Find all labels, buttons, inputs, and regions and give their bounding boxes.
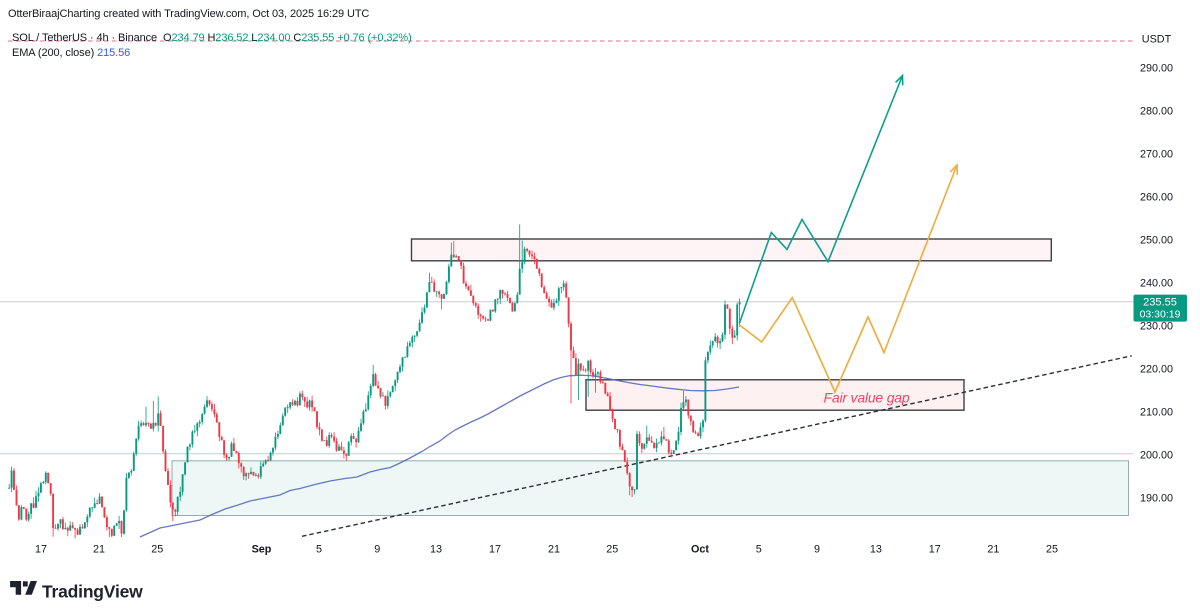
svg-text:5: 5 (316, 544, 322, 556)
svg-text:17: 17 (489, 544, 501, 556)
svg-text:EMA (200, close) 215.56: EMA (200, close) 215.56 (12, 47, 130, 59)
svg-text:03:30:19: 03:30:19 (1140, 309, 1181, 321)
svg-text:USDT: USDT (1142, 34, 1172, 46)
svg-text:290.00: 290.00 (1140, 63, 1173, 75)
svg-text:5: 5 (756, 544, 762, 556)
svg-text:21: 21 (987, 544, 999, 556)
svg-text:280.00: 280.00 (1140, 106, 1173, 118)
svg-text:OtterBiraajCharting created wi: OtterBiraajCharting created with Trading… (8, 8, 369, 20)
svg-text:TradingView: TradingView (42, 582, 143, 602)
svg-text:260.00: 260.00 (1140, 192, 1173, 204)
svg-text:17: 17 (35, 544, 47, 556)
svg-text:230.00: 230.00 (1140, 321, 1173, 333)
svg-text:13: 13 (870, 544, 882, 556)
svg-text:9: 9 (814, 544, 820, 556)
svg-text:25: 25 (151, 544, 163, 556)
svg-text:250.00: 250.00 (1140, 235, 1173, 247)
svg-text:25: 25 (606, 544, 618, 556)
svg-text:210.00: 210.00 (1140, 407, 1173, 419)
svg-text:240.00: 240.00 (1140, 278, 1173, 290)
svg-text:235.55: 235.55 (1143, 297, 1177, 309)
svg-text:SOL / TetherUS · 4h · Binance: SOL / TetherUS · 4h · Binance O234.79 H2… (12, 32, 412, 44)
svg-text:Oct: Oct (691, 544, 709, 556)
svg-text:Fair value gap: Fair value gap (824, 390, 910, 406)
svg-text:21: 21 (93, 544, 105, 556)
svg-text:21: 21 (548, 544, 560, 556)
svg-text:17: 17 (929, 544, 941, 556)
svg-text:Sep: Sep (252, 544, 272, 556)
svg-text:190.00: 190.00 (1140, 493, 1173, 505)
svg-text:270.00: 270.00 (1140, 149, 1173, 161)
svg-text:13: 13 (430, 544, 442, 556)
svg-text:9: 9 (374, 544, 380, 556)
svg-text:25: 25 (1046, 544, 1058, 556)
svg-text:200.00: 200.00 (1140, 450, 1173, 462)
svg-text:220.00: 220.00 (1140, 364, 1173, 376)
